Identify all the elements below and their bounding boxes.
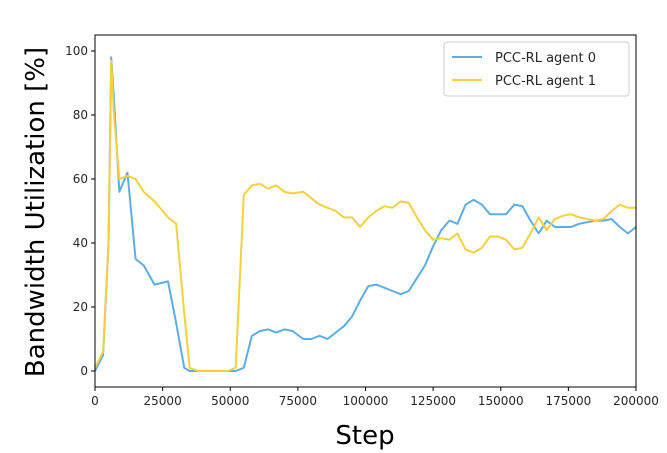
x-tick-label: 25000 — [144, 394, 182, 408]
x-tick-label: 0 — [91, 394, 99, 408]
x-tick-label: 200000 — [613, 394, 659, 408]
y-tick-label: 60 — [73, 172, 88, 186]
x-axis-label: Step — [335, 421, 394, 451]
x-tick-label: 100000 — [343, 394, 389, 408]
legend-label-1: PCC-RL agent 1 — [495, 74, 596, 89]
x-tick-label: 50000 — [211, 394, 249, 408]
y-tick-label: 40 — [73, 236, 88, 250]
x-tick-label: 175000 — [545, 394, 591, 408]
x-axis-ticks: 0 25000 50000 75000 100000 125000 150000 175000… — [91, 387, 659, 408]
y-tick-label: 100 — [65, 44, 88, 58]
series-line-0 — [94, 56, 637, 372]
legend: PCC-RL agent 0 PCC-RL agent 1 — [443, 41, 630, 97]
series-line-1 — [94, 59, 636, 372]
y-tick-label: 80 — [73, 108, 88, 122]
x-tick-label: 125000 — [410, 394, 456, 408]
y-axis-label: Bandwidth Utilization [%] — [21, 47, 51, 377]
x-tick-label: 150000 — [478, 394, 524, 408]
series-lines — [94, 56, 637, 372]
x-tick-label: 75000 — [279, 394, 317, 408]
y-axis-ticks: 0 20 40 60 80 100 — [65, 44, 95, 378]
y-tick-label: 0 — [80, 364, 88, 378]
legend-label-0: PCC-RL agent 0 — [495, 51, 596, 66]
y-tick-label: 20 — [73, 300, 88, 314]
legend-box — [443, 41, 630, 97]
